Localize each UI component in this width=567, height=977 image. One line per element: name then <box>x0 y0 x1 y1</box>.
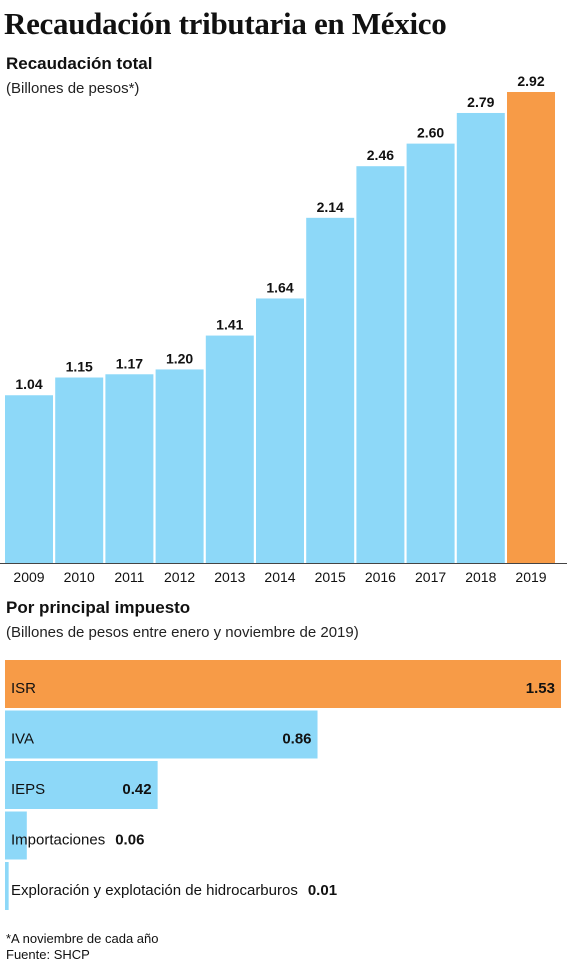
bar-2010 <box>55 377 104 563</box>
page-title: Recaudación tributaria en México <box>4 6 447 41</box>
category-label: IVA <box>11 731 34 748</box>
tax-breakdown-chart: ISR 1.53 IVA 0.86 IEPS 0.42 Importaciones 0.06 E… <box>5 660 561 910</box>
bar-isr <box>5 660 561 708</box>
bar-2009 <box>5 395 53 563</box>
bar-value-label: 2.46 <box>367 147 394 163</box>
x-tick-label: 2019 <box>515 569 546 585</box>
vertical-chart-title: Recaudación total <box>6 54 153 73</box>
x-tick-label: 2017 <box>415 569 446 585</box>
x-tick-label: 2010 <box>64 569 95 585</box>
horizontal-chart-title: Por principal impuesto <box>6 598 191 617</box>
footnote-source: Fuente: SHCP <box>6 947 90 962</box>
bar-value-label: 2.92 <box>517 73 544 89</box>
x-tick-label: 2014 <box>264 569 295 585</box>
bar-value-label: 0.42 <box>122 781 151 798</box>
bar-value-label: 1.04 <box>15 376 42 392</box>
bar-value-label: 2.60 <box>417 125 444 141</box>
bar-2011 <box>105 374 154 563</box>
bar-value-label: 1.20 <box>166 350 193 366</box>
vertical-chart-unit: (Billones de pesos*) <box>6 80 140 97</box>
bar-value-label: 1.17 <box>116 355 143 371</box>
category-label: Exploración y explotación de hidrocarbur… <box>11 882 298 899</box>
horizontal-chart-unit: (Billones de pesos entre enero y noviemb… <box>6 624 359 641</box>
bar-value-label: 1.41 <box>216 317 243 333</box>
bar-ieps <box>5 761 158 809</box>
bar-value-label: 2.79 <box>467 94 494 110</box>
bar-2018 <box>456 112 505 563</box>
x-tick-label: 2016 <box>365 569 396 585</box>
x-tick-label: 2009 <box>13 569 44 585</box>
bar-2019 <box>507 92 555 563</box>
bar-2014 <box>256 298 304 563</box>
bar-2013 <box>205 335 254 563</box>
bar-iva <box>5 710 318 759</box>
bar-2015 <box>306 217 355 563</box>
bar-2017 <box>406 143 455 563</box>
bar-value-label: 0.86 <box>282 731 311 748</box>
x-tick-label: 2011 <box>114 569 144 585</box>
x-tick-label: 2013 <box>214 569 245 585</box>
bar-value-label: 0.06 <box>115 832 144 849</box>
footnote-note: *A noviembre de cada año <box>6 931 159 946</box>
bar-value-label: 1.15 <box>66 359 93 375</box>
x-tick-label: 2012 <box>164 569 195 585</box>
category-label: IEPS <box>11 781 45 798</box>
bar-2016 <box>356 166 405 564</box>
bar-value-label: 2.14 <box>317 199 344 215</box>
bar-2012 <box>155 369 204 563</box>
bar-importaciones <box>5 811 27 860</box>
bar-exploración <box>5 862 9 910</box>
bar-value-label: 1.64 <box>266 279 293 295</box>
annual-revenue-chart: 1.04 2009 1.15 2010 1.17 2011 1.20 2012 1.41 2013… <box>0 73 567 585</box>
bar-value-label: 0.01 <box>308 882 337 899</box>
x-tick-label: 2015 <box>315 569 346 585</box>
category-label: ISR <box>11 680 36 697</box>
bar-value-label: 1.53 <box>526 680 555 697</box>
category-label: Importaciones <box>11 832 105 849</box>
x-tick-label: 2018 <box>465 569 496 585</box>
